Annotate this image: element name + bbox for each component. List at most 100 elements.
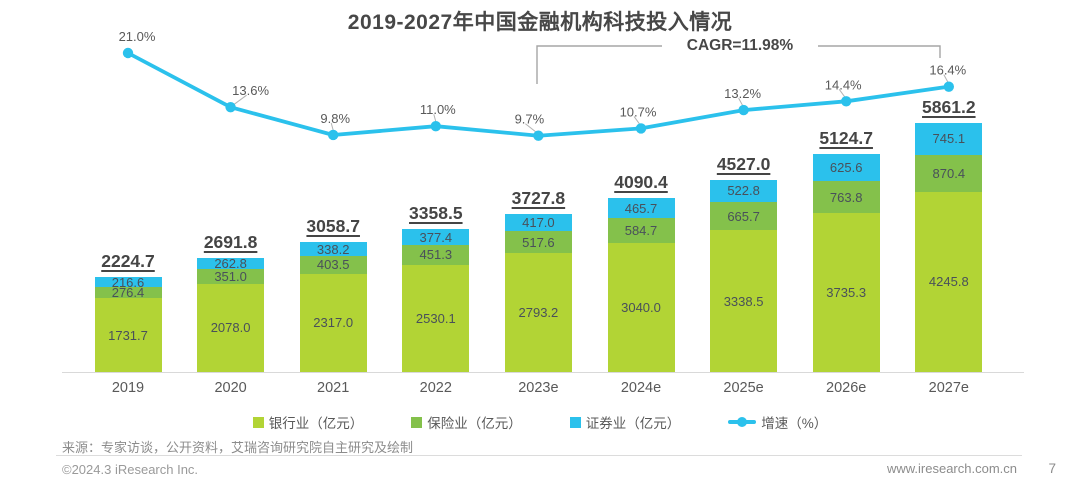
legend-label-growth: 增速（%）: [761, 416, 828, 431]
bar-segment-bank: 3338.5: [710, 230, 778, 372]
bar-2024e: 465.7 584.7 3040.0: [607, 198, 675, 372]
bar-segment-value: 3338.5: [723, 293, 764, 309]
bar-segment-insurance: 763.8: [812, 180, 880, 214]
growth-point-marker: [122, 47, 134, 59]
label-leader-line: [330, 122, 335, 135]
bar-segment-value: 584.7: [624, 222, 658, 238]
bar-segment-bank: 2793.2: [504, 253, 572, 372]
website-url: www.iresearch.com.cn: [886, 461, 1017, 476]
label-leader-line: [231, 94, 247, 107]
x-axis-label: 2021: [317, 380, 350, 396]
bar-total-value: 4527.0: [716, 153, 771, 174]
growth-point-label: 13.6%: [232, 83, 269, 98]
bar-segment-insurance: 665.7: [710, 201, 778, 231]
legend-label-bank: 银行业（亿元）: [268, 416, 364, 431]
growth-point-label: 10.7%: [620, 104, 657, 119]
bar-segment-insurance: 351.0: [197, 268, 265, 284]
bar-2025e: 522.8 665.7 3338.5: [710, 179, 778, 372]
bar-segment-securities: 338.2: [299, 241, 367, 257]
bar-total-value: 3058.7: [306, 216, 360, 237]
growth-point-label: 21.0%: [119, 29, 156, 44]
legend-label-insurance: 保险业（亿元）: [427, 416, 522, 431]
bar-segment-bank: 3040.0: [607, 242, 675, 372]
chart-title: 2019-2027年中国金融机构科技投入情况: [347, 11, 733, 34]
securities-series-swatch: [569, 416, 581, 428]
bar-segment-bank: 2530.1: [402, 264, 470, 372]
bar-segment-bank: 3735.3: [812, 213, 880, 372]
bar-segment-insurance: 870.4: [915, 154, 983, 192]
page-number: 7: [1048, 461, 1056, 476]
bar-2020: 262.8 351.0 2078.0: [197, 255, 265, 372]
bar-total-value: 2224.7: [101, 251, 155, 272]
bar-total-value: 2691.8: [203, 231, 258, 252]
bar-segment-value: 338.2: [316, 241, 350, 257]
bar-segment-value: 216.6: [111, 274, 145, 290]
legend: 银行业（亿元） 保险业（亿元） 证券业（亿元） 增速（%）: [0, 412, 1080, 432]
bar-segment-value: 262.8: [214, 255, 247, 271]
bar-segment-value: 2530.1: [415, 310, 456, 326]
bar-segment-value: 2078.0: [210, 320, 251, 336]
bar-total-value: 4090.4: [614, 172, 668, 193]
insurance-series-swatch: [411, 416, 423, 428]
bar-total-value: 3727.8: [511, 187, 566, 208]
bar-segment-value: 1731.7: [108, 327, 148, 343]
bar-segment-securities: 216.6: [94, 274, 162, 290]
growth-line-swatch-dot: [737, 417, 748, 427]
bar-total-value: 5861.2: [922, 97, 976, 117]
bar-segment-value: 377.4: [419, 229, 453, 245]
x-axis-label: 2024e: [620, 380, 662, 396]
x-axis-label: 2025e: [723, 380, 764, 396]
bar-segment-bank: 1731.7: [94, 298, 162, 372]
x-axis-label: 2020: [214, 380, 247, 396]
bar-segment-value: 763.8: [829, 189, 863, 205]
growth-point-marker: [738, 104, 749, 116]
label-leader-line: [433, 114, 438, 126]
legend-item-securities: 证券业（亿元）: [569, 412, 681, 432]
bar-segment-value: 4245.8: [928, 274, 969, 290]
bar-segment-securities: 417.0: [504, 213, 572, 232]
growth-point-label: 9.8%: [320, 111, 350, 126]
bar-segment-value: 2317.0: [313, 315, 354, 331]
bar-segment-bank: 4245.8: [915, 191, 983, 372]
label-leader-line: [525, 123, 540, 136]
bar-segment-value: 417.0: [522, 214, 555, 230]
label-leader-line: [838, 89, 848, 101]
bar-segment-value: 2793.2: [518, 305, 559, 321]
source-note: 来源：专家访谈，公开资料，艾瑞咨询研究院自主研究及绘制: [62, 440, 414, 455]
growth-line-swatch: [728, 417, 757, 427]
bar-segment-securities: 522.8: [710, 179, 778, 202]
growth-point-marker: [841, 96, 852, 107]
bar-2022: 377.4 451.3 2530.1: [402, 229, 470, 372]
growth-point-label: 14.4%: [825, 77, 862, 92]
legend-label-securities: 证券业（亿元）: [585, 416, 681, 431]
growth-point-marker: [225, 101, 236, 113]
bar-segment-value: 3735.3: [826, 285, 867, 301]
bar-segment-value: 522.8: [727, 183, 760, 199]
bar-segment-insurance: 517.6: [504, 231, 572, 254]
label-leader-line: [738, 97, 746, 110]
bar-2026e: 625.6 763.8 3735.3: [812, 154, 880, 372]
growth-point-marker: [533, 130, 544, 141]
growth-point-label: 11.0%: [420, 102, 456, 117]
x-axis-label: 2022: [419, 380, 452, 396]
growth-point-marker: [430, 121, 441, 132]
bar-segment-insurance: 276.4: [94, 286, 162, 299]
bar-segment-securities: 465.7: [607, 198, 675, 219]
x-axis-label: 2023e: [518, 380, 559, 396]
legend-item-growth: 增速（%）: [728, 412, 827, 432]
bar-segment-value: 3040.0: [621, 299, 661, 315]
label-leader-line: [633, 116, 643, 128]
bar-segment-value: 665.7: [727, 208, 760, 224]
bar-total-value: 5124.7: [819, 128, 873, 149]
bar-2023e: 417.0 517.6 2793.2: [504, 213, 572, 372]
bar-2019: 216.6 276.4 1731.7: [94, 274, 162, 372]
growth-line: [126, 51, 951, 138]
bar-2021: 338.2 403.5 2317.0: [299, 241, 367, 372]
copyright: ©2024.3 iResearch Inc.: [62, 462, 199, 477]
bar-segment-value: 870.4: [932, 165, 966, 181]
bar-segment-value: 465.7: [624, 200, 658, 216]
growth-point-label: 16.4%: [929, 63, 966, 78]
bar-segment-securities: 625.6: [812, 154, 880, 181]
bar-2027e: 745.1 870.4 4245.8: [915, 123, 983, 372]
